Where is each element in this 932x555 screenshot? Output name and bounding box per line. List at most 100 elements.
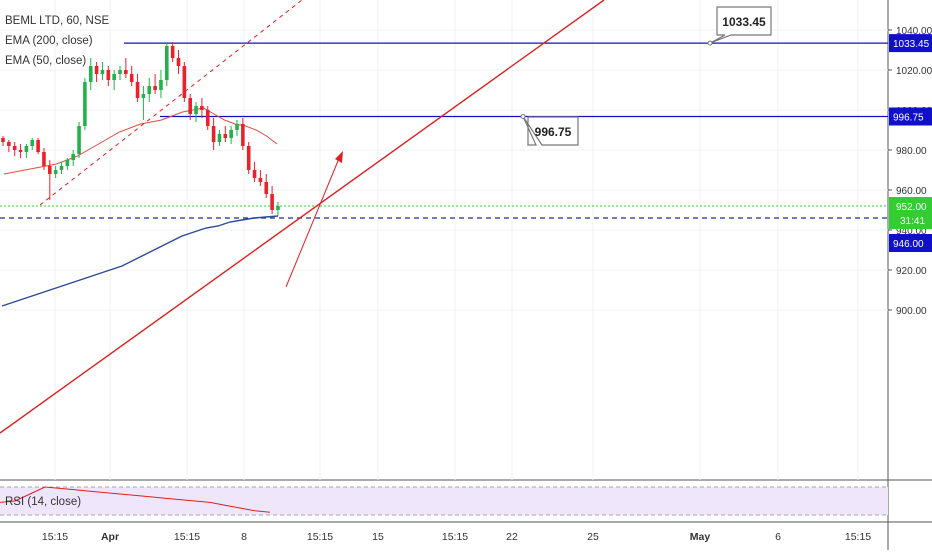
candle-body — [30, 140, 35, 146]
x-tick-label: 22 — [506, 531, 518, 543]
candle-body — [235, 124, 239, 130]
candle-body — [153, 86, 157, 90]
candle-body — [24, 146, 29, 152]
candle-body — [94, 66, 99, 74]
x-tick-label: 15:15 — [307, 531, 333, 543]
candle-body — [88, 66, 93, 82]
x-tick-label: Apr — [101, 531, 119, 543]
y-tick-label: 900.00 — [896, 306, 927, 317]
callout-mid-anchor — [520, 114, 526, 119]
candle-body — [100, 70, 105, 74]
candle-body — [106, 70, 111, 80]
time-axis: 15:15 Apr 15:15 8 15:15 15 15:15 22 25 May 6 15:15 — [42, 531, 871, 543]
price-tag-current: 952.00 — [896, 202, 927, 213]
candle-body — [12, 146, 17, 150]
candle-body — [229, 130, 233, 138]
y-tick-label: 960.00 — [896, 186, 927, 197]
candle-body — [223, 134, 228, 138]
rsi-legend: RSI (14, close) — [5, 496, 81, 508]
price-axis: 1040.001020.001000.00980.00960.00940.009… — [888, 26, 932, 317]
candle-body — [141, 94, 146, 98]
candle-body — [42, 152, 46, 166]
candle-body — [194, 106, 198, 114]
candle-body — [211, 126, 216, 142]
candle-body — [170, 46, 175, 58]
candle-body — [176, 58, 181, 66]
candle-body — [182, 66, 187, 98]
candle-body — [246, 146, 251, 170]
x-tick-label: 15:15 — [174, 531, 200, 543]
candle-body — [217, 134, 222, 142]
x-tick-label: 8 — [241, 531, 247, 543]
projection-arrow-shaft — [285, 155, 341, 288]
candle-body — [258, 178, 263, 182]
candle-body — [129, 74, 134, 82]
candle-body — [18, 150, 23, 152]
y-tick-label: 980.00 — [896, 146, 927, 157]
trend-drawings — [0, 0, 605, 434]
trendline-support — [0, 0, 605, 434]
projection-arrow-head — [335, 151, 343, 163]
candle-body — [124, 70, 128, 74]
ema200-line — [1, 215, 279, 307]
candle-body — [65, 160, 70, 166]
x-tick-label: 15:15 — [42, 531, 68, 543]
candle-body — [59, 166, 64, 170]
x-tick-label: 6 — [775, 531, 781, 543]
price-tag-high-bg — [889, 34, 932, 53]
candle-body — [36, 140, 40, 152]
callout-high-box — [709, 6, 772, 44]
callout-mid-box — [522, 116, 579, 146]
candle-body — [252, 170, 257, 178]
y-tick-label: 920.00 — [896, 266, 927, 277]
candles — [1, 42, 280, 216]
price-callouts: 1033.45 996.75 — [520, 6, 772, 146]
candle-body — [48, 166, 52, 174]
candle-body — [71, 154, 75, 160]
candle-body — [53, 170, 58, 174]
rsi-band — [0, 487, 888, 515]
price-tag-mid: 996.75 — [893, 113, 924, 124]
candle-body — [270, 194, 274, 210]
candle-body — [1, 138, 5, 142]
x-tick-label: 25 — [587, 531, 599, 543]
candle-body — [77, 126, 81, 154]
candle-body — [112, 74, 116, 80]
price-tag-support-bg — [889, 234, 932, 252]
x-tick-label: 15 — [372, 531, 384, 543]
candle-body — [205, 110, 210, 126]
rsi-pane — [0, 486, 888, 516]
candle-body — [264, 182, 269, 194]
candle-body — [118, 70, 122, 74]
ema200-legend: EMA (200, close) — [5, 35, 93, 47]
grid — [0, 0, 888, 480]
callout-high-anchor — [707, 40, 713, 46]
y-tick-label: 940.00 — [896, 226, 927, 237]
price-tag-support: 946.00 — [893, 239, 924, 250]
candle-body — [83, 82, 87, 126]
candle-body — [188, 98, 192, 114]
countdown-label: 31:41 — [900, 216, 925, 227]
candle-body — [241, 124, 245, 146]
callout-high: 1033.45 — [722, 15, 766, 29]
candle-body — [165, 46, 169, 80]
x-tick-label: 15:15 — [442, 531, 468, 543]
callout-mid: 996.75 — [535, 125, 572, 139]
ema50-legend: EMA (50, close) — [5, 55, 86, 67]
rsi-line — [0, 486, 271, 513]
price-tag-high: 1033.45 — [893, 39, 930, 50]
price-tag-mid-bg — [889, 107, 932, 126]
y-tick-label: 1020.00 — [896, 66, 932, 77]
x-tick-label: May — [690, 531, 711, 543]
candle-body — [276, 206, 280, 210]
candle-body — [7, 142, 11, 146]
y-tick-label: 1040.00 — [896, 26, 932, 37]
x-tick-label: 15:15 — [845, 531, 871, 543]
price-tag-current-bg — [889, 197, 932, 229]
candle-body — [147, 86, 152, 94]
symbol-title: BEML LTD, 60, NSE — [5, 15, 110, 27]
legend: BEML LTD, 60, NSE EMA (200, close) EMA (… — [5, 15, 110, 508]
candle-body — [135, 82, 140, 98]
